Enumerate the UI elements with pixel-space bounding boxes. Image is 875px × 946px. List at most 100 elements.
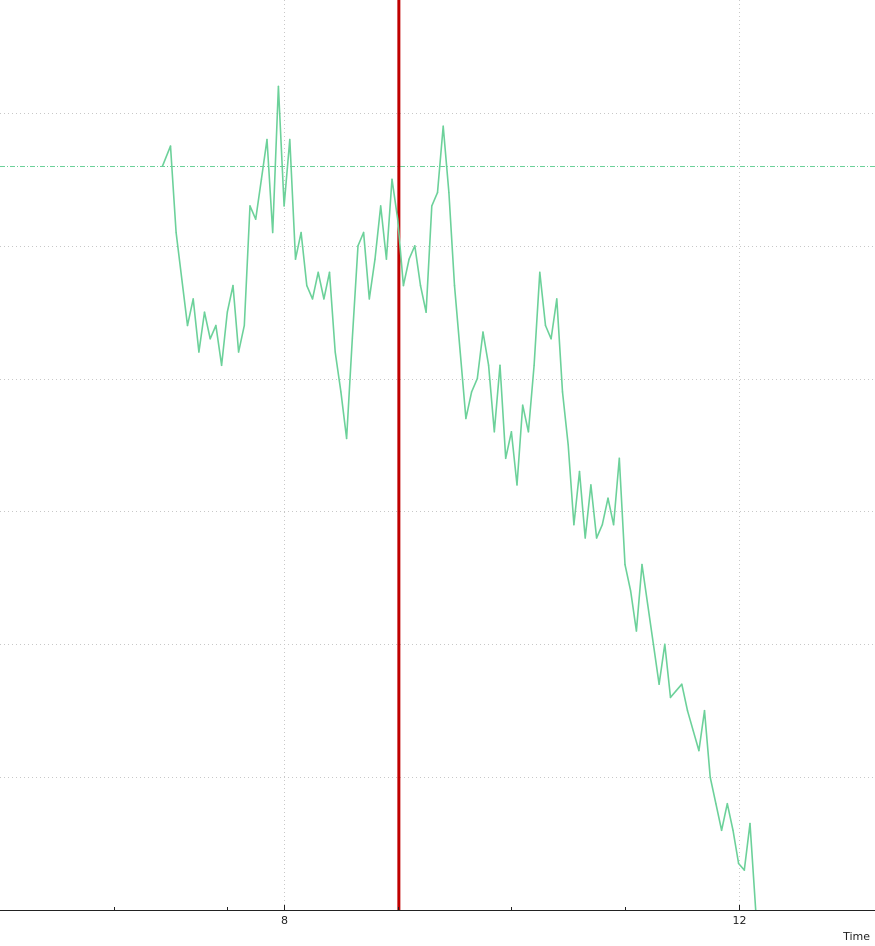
data-point: [487, 364, 490, 367]
data-point: [328, 271, 331, 274]
data-point: [311, 298, 314, 300]
data-point: [709, 776, 711, 778]
data-point: [601, 523, 604, 526]
data-point: [595, 537, 598, 539]
data-point: [181, 278, 183, 280]
data-point: [186, 324, 189, 327]
data-point: [624, 563, 626, 566]
data-point: [737, 862, 740, 865]
data-point: [431, 205, 433, 207]
data-point: [436, 191, 439, 194]
data-point: [470, 391, 473, 393]
data-point: [175, 231, 177, 234]
data-point: [561, 391, 564, 393]
data-point: [442, 125, 445, 127]
data-point: [283, 205, 285, 207]
data-point: [499, 364, 501, 367]
data-point: [408, 258, 410, 260]
data-point: [306, 284, 308, 287]
data-point: [675, 690, 677, 692]
data-point: [215, 324, 217, 327]
data-point: [220, 364, 223, 367]
x-tick-label: 8: [281, 914, 288, 927]
data-point: [402, 284, 405, 287]
data-point: [584, 537, 586, 539]
data-point: [209, 338, 211, 340]
data-point: [692, 729, 694, 732]
data-point: [749, 822, 751, 825]
data-point: [544, 324, 547, 327]
data-point: [419, 284, 422, 287]
x-tick-label: 12: [733, 914, 747, 927]
vertical-gridlines: [284, 0, 740, 910]
data-point: [573, 523, 575, 526]
data-point: [357, 245, 359, 247]
data-point: [198, 351, 200, 353]
data-point: [340, 391, 342, 393]
series-layer: [161, 85, 757, 911]
data-point: [567, 444, 569, 446]
data-point: [289, 138, 291, 141]
data-point: [493, 431, 496, 433]
data-point: [266, 138, 268, 141]
data-point: [482, 331, 484, 333]
data-point: [362, 231, 365, 234]
reference-lines: [0, 0, 875, 910]
series-line: [161, 85, 757, 911]
data-point: [504, 457, 507, 460]
data-point: [476, 377, 479, 380]
data-point: [578, 470, 581, 473]
data-point: [669, 696, 672, 699]
data-point: [396, 218, 399, 220]
data-point: [686, 709, 689, 712]
data-point: [703, 709, 706, 712]
data-point: [641, 563, 643, 566]
data-point: [260, 178, 263, 181]
data-point: [459, 351, 462, 353]
data-point: [161, 165, 164, 167]
data-point: [539, 271, 541, 274]
data-point: [414, 245, 416, 247]
data-point: [658, 683, 660, 685]
data-point: [533, 364, 535, 367]
data-point: [317, 271, 320, 274]
data-point: [271, 231, 274, 234]
horizontal-gridlines: [0, 113, 875, 778]
data-point: [374, 258, 376, 260]
data-point: [732, 829, 734, 832]
data-point: [169, 145, 172, 147]
data-point: [254, 218, 257, 220]
data-point: [556, 298, 558, 300]
data-point: [300, 231, 302, 234]
x-axis: 8 12: [0, 905, 875, 927]
data-point: [521, 404, 524, 407]
data-point: [629, 590, 632, 592]
data-point: [226, 311, 229, 314]
data-point: [664, 643, 666, 646]
data-point: [550, 338, 552, 340]
data-point: [612, 523, 615, 526]
data-point: [681, 683, 683, 685]
data-point: [249, 205, 251, 207]
data-point: [203, 311, 206, 314]
data-point: [698, 749, 700, 752]
data-point: [743, 869, 746, 871]
data-point: [294, 258, 297, 260]
x-axis-title: Time: [842, 930, 870, 943]
data-point: [453, 284, 456, 287]
data-point: [237, 351, 240, 353]
data-point: [391, 178, 393, 181]
data-point: [345, 437, 348, 440]
data-point: [243, 324, 246, 327]
data-point: [516, 484, 518, 486]
data-point: [465, 417, 467, 420]
data-point: [590, 484, 592, 486]
data-point: [277, 85, 280, 88]
data-point: [527, 431, 530, 433]
data-point: [323, 298, 325, 300]
data-point: [635, 630, 638, 632]
data-point: [646, 603, 649, 606]
data-point: [726, 802, 729, 805]
data-point: [715, 802, 717, 805]
data-point: [351, 338, 354, 340]
